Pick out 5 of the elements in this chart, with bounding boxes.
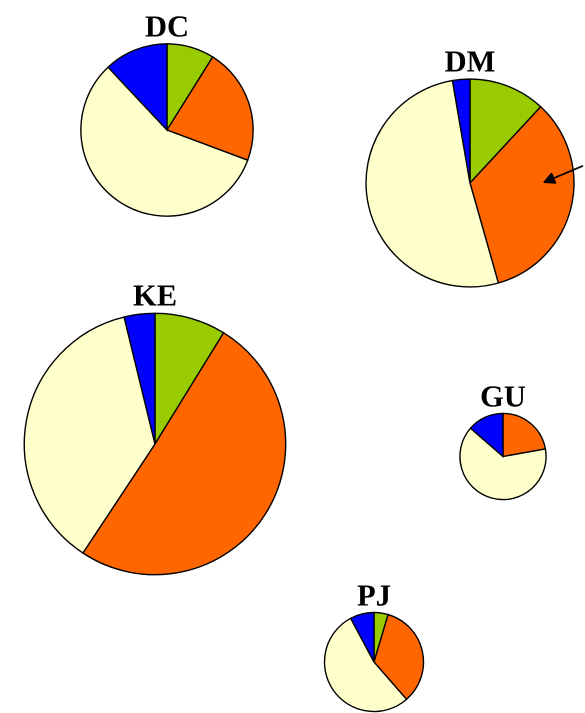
chart-title: PJ	[358, 585, 390, 606]
chart-title: DC	[145, 16, 187, 37]
chart-title: DM	[445, 51, 495, 72]
chart-title: GU	[482, 386, 526, 407]
chart-title: KE	[133, 285, 176, 306]
